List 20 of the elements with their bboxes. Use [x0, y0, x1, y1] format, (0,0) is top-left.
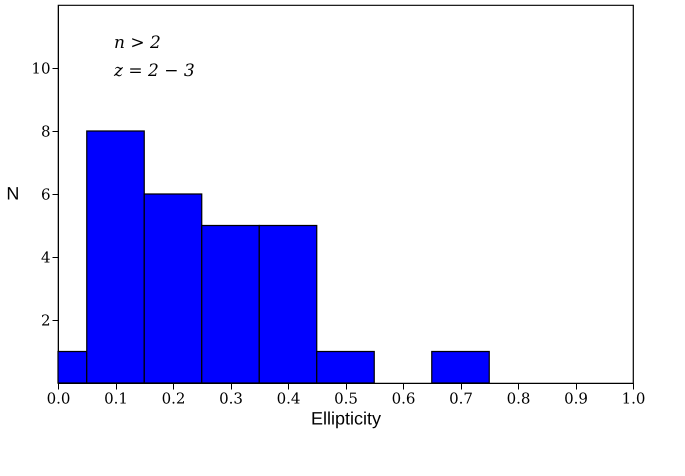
y-tick-label: 4: [40, 248, 50, 266]
y-tick-label: 10: [31, 60, 50, 78]
y-tick-label: 2: [40, 312, 50, 330]
y-tick-label: 6: [40, 186, 50, 204]
annotation: z = 2 − 3: [113, 61, 195, 81]
x-axis-title: Ellipticity: [310, 408, 382, 428]
y-axis-title: N: [6, 184, 20, 204]
x-tick-label: 0.0: [46, 390, 70, 408]
x-tick-label: 1.0: [622, 390, 646, 408]
x-tick-label: 0.4: [276, 390, 300, 408]
x-tick-label: 0.7: [449, 390, 473, 408]
y-tick-label: 8: [40, 122, 50, 140]
x-tick-label: 0.6: [392, 390, 416, 408]
x-tick-label: 0.8: [506, 390, 530, 408]
x-tick-label: 0.3: [219, 390, 243, 408]
x-tick-label: 0.9: [564, 390, 588, 408]
x-tick-label: 0.1: [104, 390, 128, 408]
annotation: n > 2: [114, 33, 161, 53]
x-tick-label: 0.2: [162, 390, 186, 408]
x-tick-label: 0.5: [334, 390, 358, 408]
